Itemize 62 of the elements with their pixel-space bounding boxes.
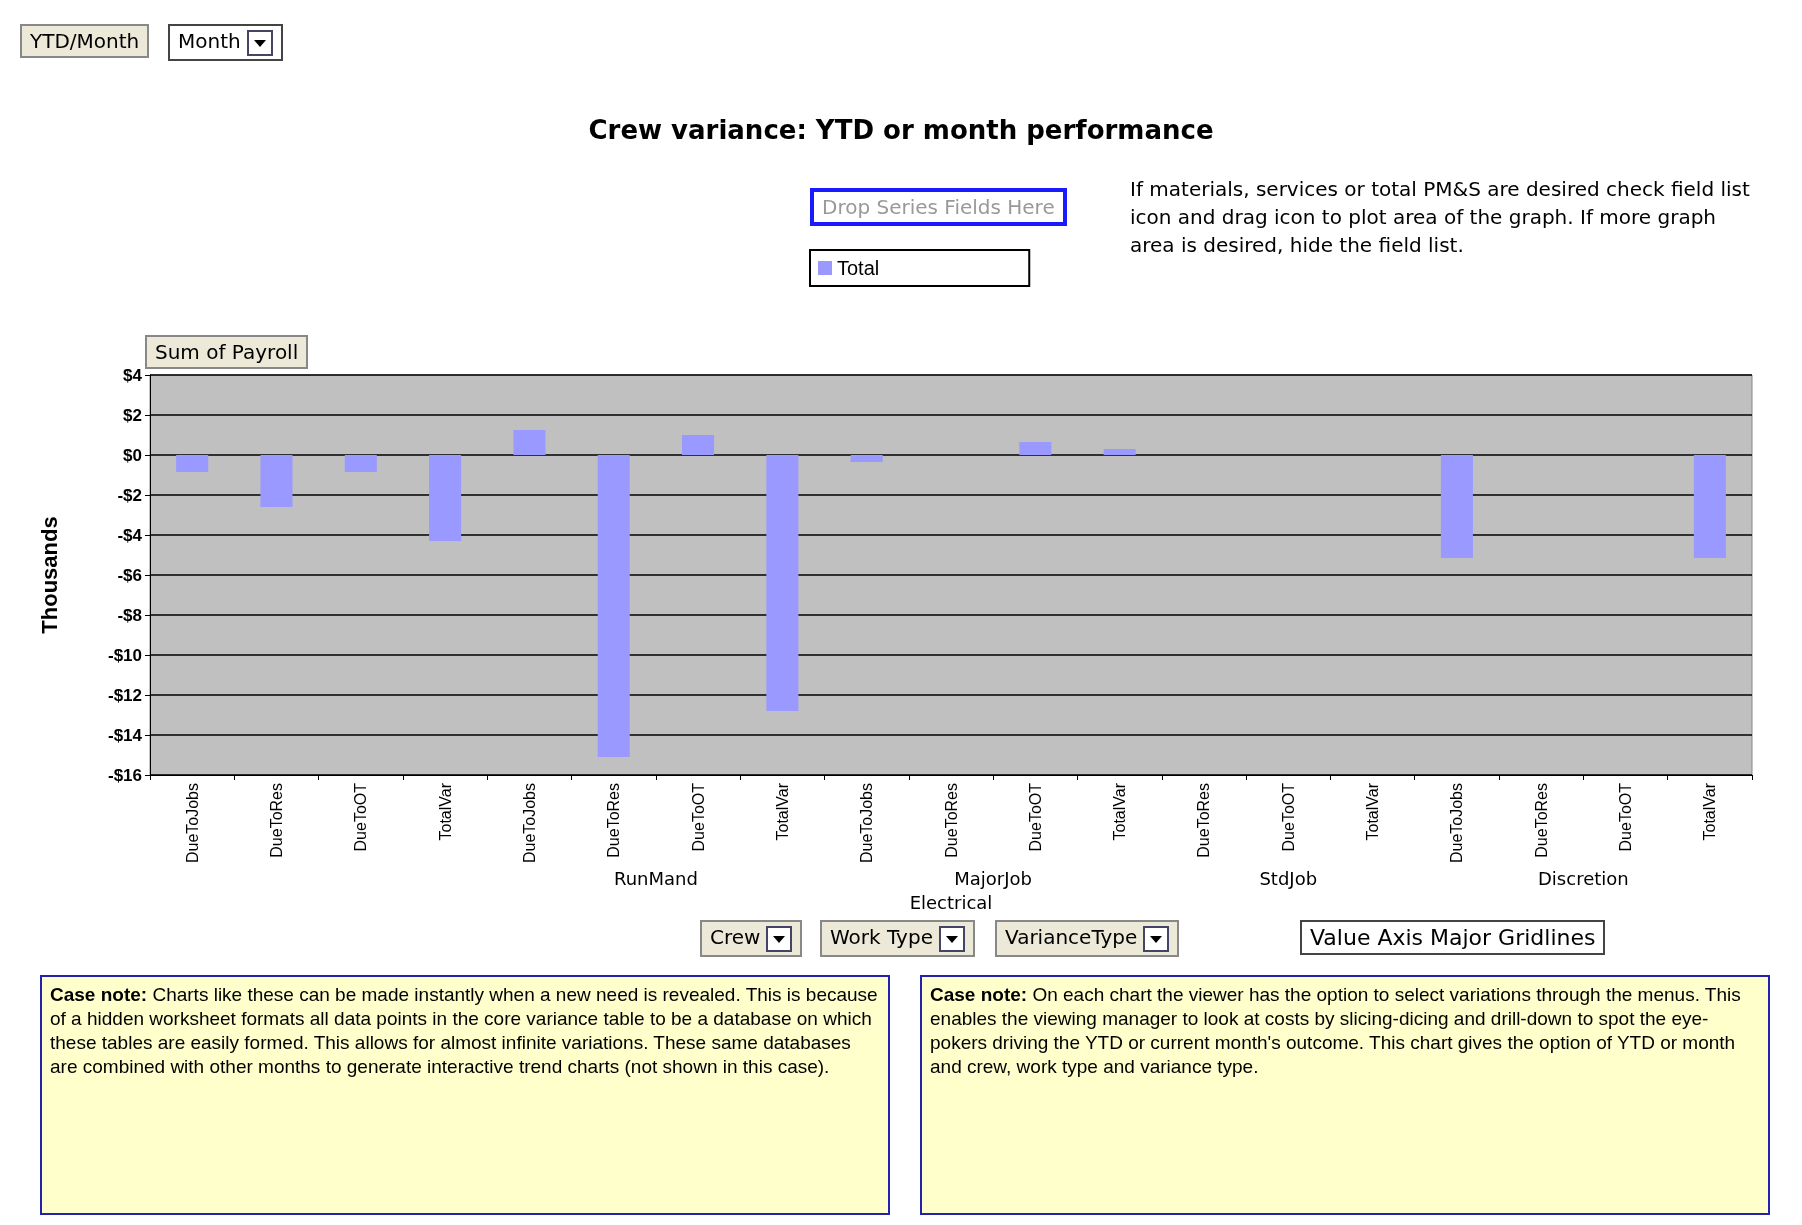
x-tick-label: DueToRes [1195, 783, 1213, 858]
bar [260, 455, 293, 507]
text: Sum of Payroll [155, 340, 299, 364]
bar [513, 430, 546, 455]
x-tick-label: DueToRes [605, 783, 623, 858]
text: Month [178, 29, 241, 53]
bar [1440, 455, 1473, 558]
y-tick-label: -$10 [107, 645, 142, 665]
chart-title: Crew variance: YTD or month performance [588, 115, 1214, 145]
x-tick-label: DueToOT [689, 782, 707, 852]
text: If materials, services or total PM&S are desired check field list icon and drag icon to plot area of the graph. If more graph area is desired, hide the field list. [1130, 177, 1750, 257]
text: MajorJob [954, 868, 1033, 889]
text: Case note: Charts like these can be made instantly when a new need is revealed. This is because of a hidden worksheet formats all data points in the core variance table to be a database on which these tables are easily formed. This allows for almost infinite variations. These same databases are combined with other months to generate interactive trend charts (not shown in this case). [40, 975, 890, 1215]
x-tick-label: DueToJobs [858, 783, 876, 864]
text: Case note: On each chart the viewer has the option to select variations through the menus. This enables the viewing manager to look at costs by slicing-dicing and drill-down to spot the eye-pokers driving the YTD or current month's outcome. This chart gives the option of YTD or month and crew, work type and variance type. [920, 975, 1770, 1215]
bar [850, 455, 883, 462]
x-tick-label: DueToJobs [183, 783, 201, 864]
x-tick-label: TotalVar [1701, 782, 1719, 841]
x-tick-label: DueToOT [1026, 782, 1044, 852]
y-tick-label: -$4 [117, 525, 143, 545]
text: YTD/Month [30, 29, 140, 53]
text: RunMand [613, 868, 698, 889]
x-tick-label: TotalVar [773, 782, 791, 841]
x-tick-label: TotalVar [436, 782, 454, 841]
y-tick-label: -$12 [107, 685, 142, 705]
bar [176, 455, 209, 472]
y-tick-label: $4 [123, 365, 143, 385]
text: StdJob [1259, 868, 1318, 889]
bar [682, 435, 715, 455]
x-tick-label: DueToRes [1532, 783, 1550, 858]
bar [1019, 442, 1052, 455]
y-tick-label: $2 [123, 405, 142, 425]
y-tick-label: -$2 [117, 485, 142, 505]
x-tick-label: DueToOT [1279, 782, 1297, 852]
legend-label: Total [837, 257, 880, 279]
x-tick-label: DueToJobs [1448, 783, 1466, 864]
y-tick-label: -$8 [117, 605, 142, 625]
y-tick-label: -$14 [107, 725, 143, 745]
x-tick-label: TotalVar [1364, 782, 1382, 841]
x-tick-label: TotalVar [1111, 782, 1129, 841]
text: Discretion [1538, 868, 1629, 889]
y-tick-label: -$16 [107, 765, 142, 785]
bar [344, 455, 377, 472]
bar [1693, 455, 1726, 558]
text: Value Axis Major Gridlines [1310, 925, 1596, 950]
y-axis-title: Thousands [36, 516, 62, 634]
text: Electrical [909, 892, 993, 913]
x-tick-label: DueToOT [352, 782, 370, 852]
x-tick-label: DueToRes [942, 783, 960, 858]
y-tick-label: -$6 [117, 565, 142, 585]
text: Drop Series Fields Here [822, 195, 1055, 219]
text: Work Type [830, 925, 933, 949]
y-tick-label: $0 [123, 445, 142, 465]
bar [597, 455, 630, 757]
bar [429, 455, 462, 541]
text: VarianceType [1005, 925, 1138, 949]
text: Crew [710, 925, 761, 949]
x-tick-label: DueToRes [267, 783, 285, 858]
x-tick-label: DueToOT [1617, 782, 1635, 852]
x-tick-label: DueToJobs [520, 783, 538, 864]
bar [1103, 449, 1136, 455]
bar [766, 455, 799, 711]
